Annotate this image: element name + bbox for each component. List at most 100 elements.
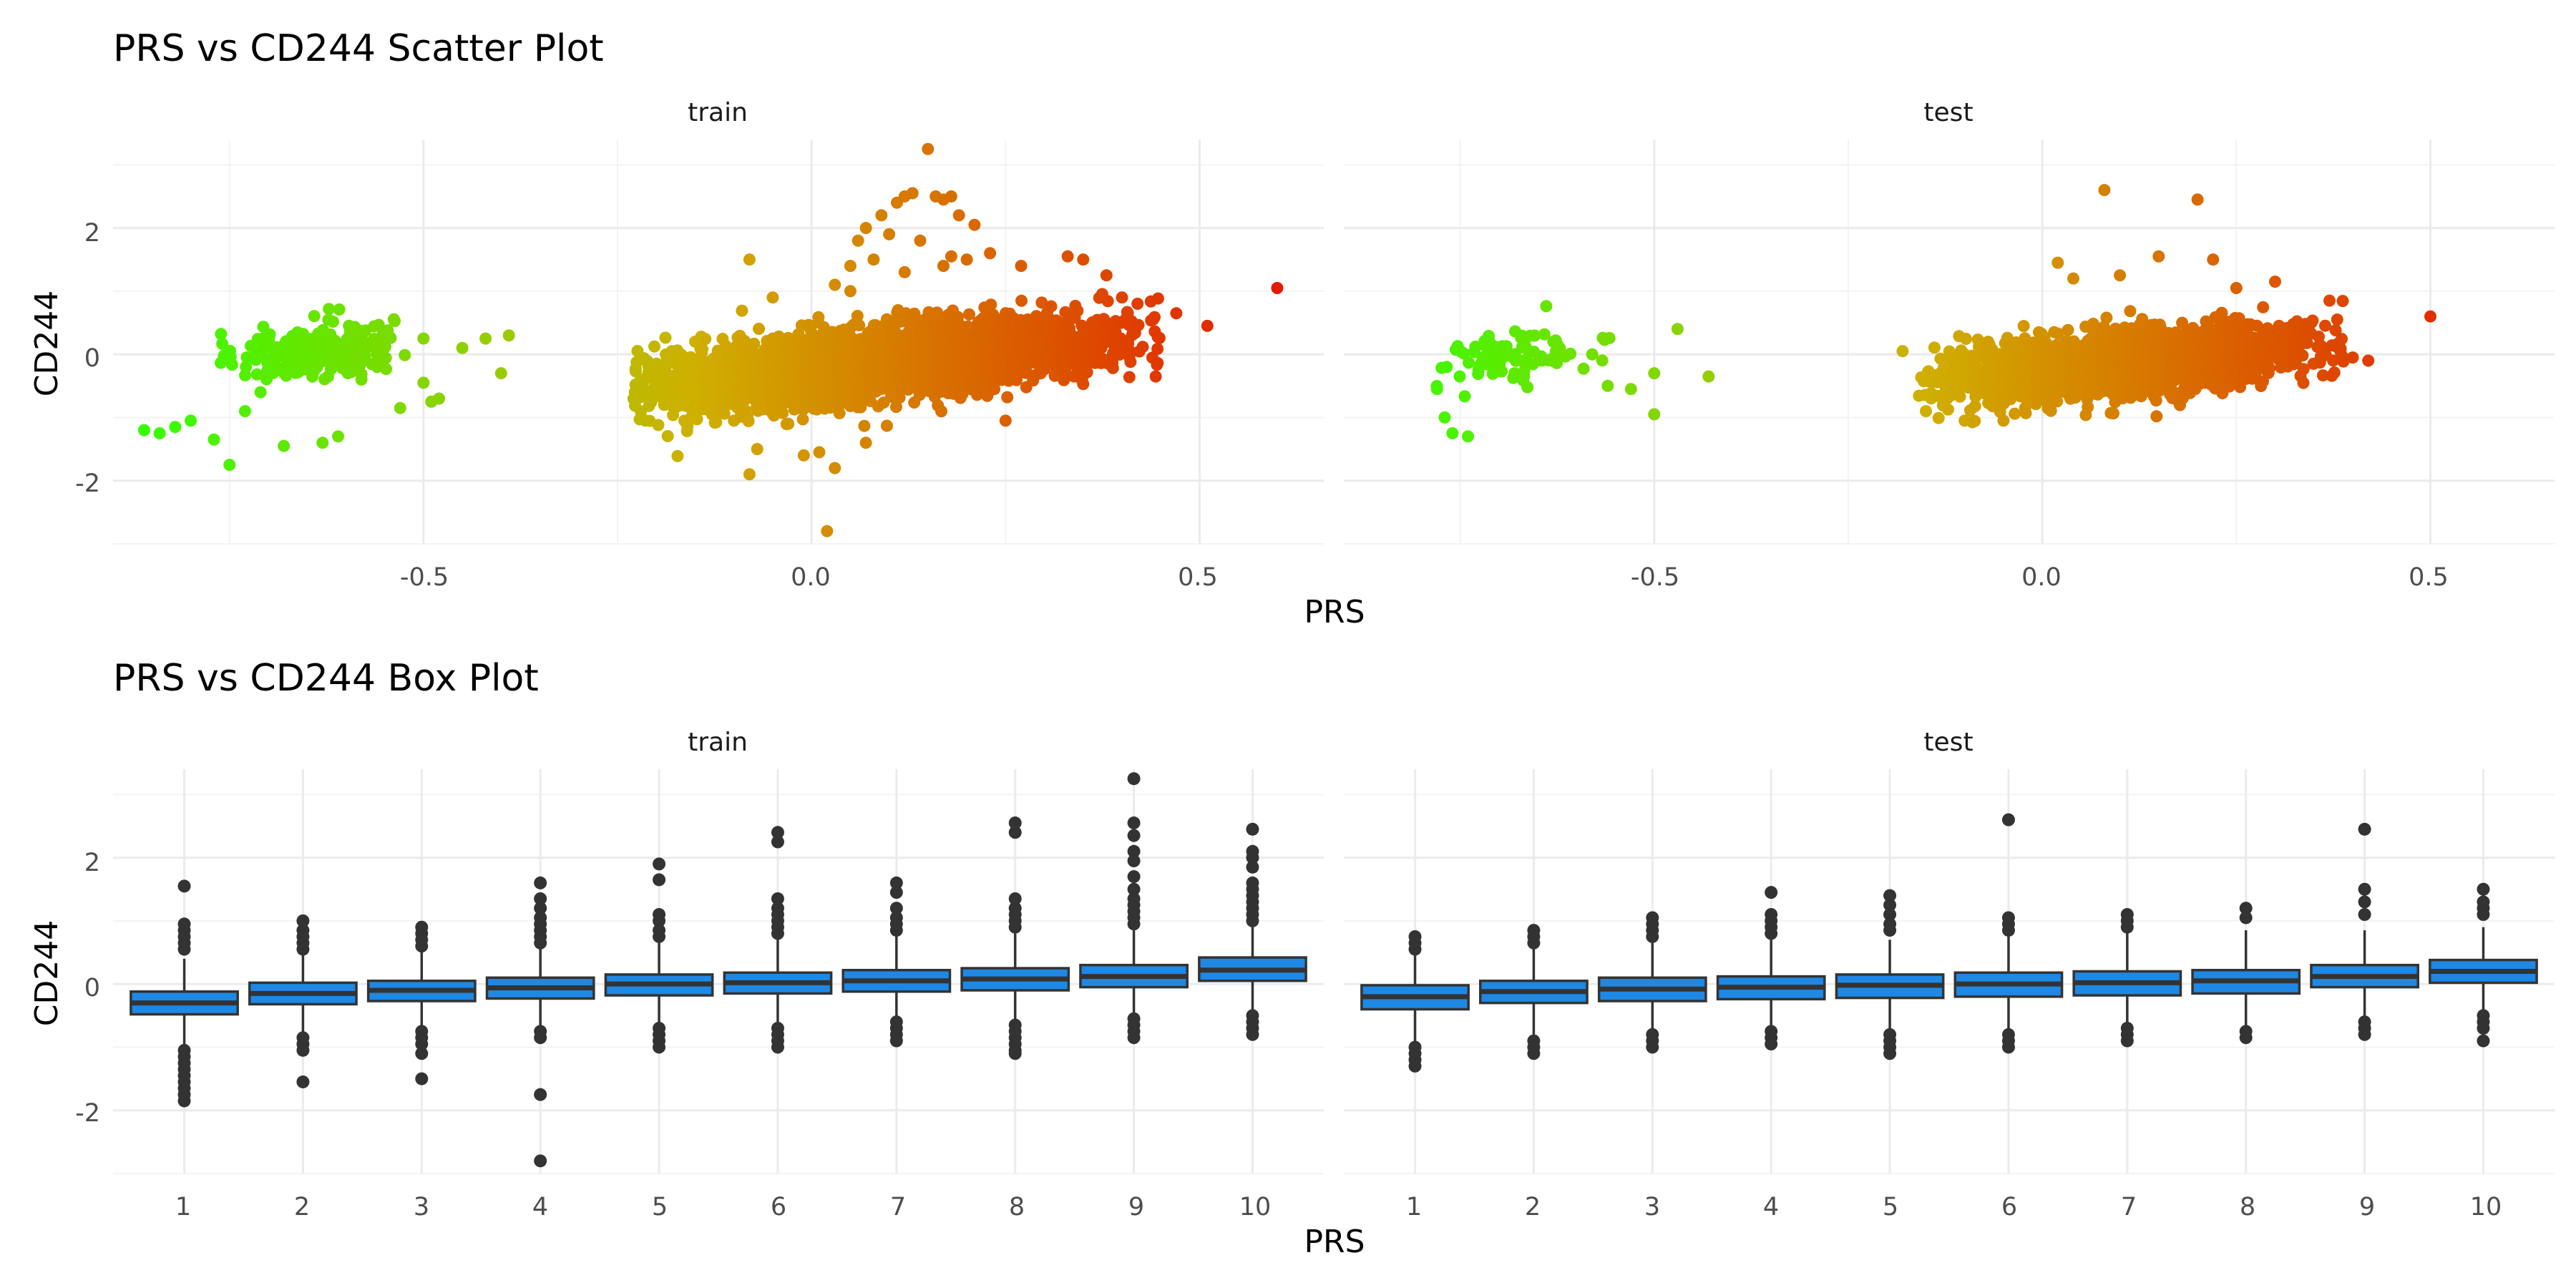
scatter-point [1577,362,1590,375]
scatter-point [216,338,229,350]
scatter-point [829,278,841,291]
scatter-point [748,337,761,350]
scatter-point [238,405,251,418]
scatter-point [914,234,927,247]
scatter-point [1061,250,1074,263]
scatter-point [889,401,902,414]
scatter-point [797,449,810,462]
scatter-point [1151,292,1164,305]
scatter-point [629,365,642,378]
scatter-point [2019,406,2032,419]
scatter-point [1671,323,1684,336]
scatter-point [1586,348,1599,361]
scatter-point [699,333,712,346]
scatter-point [782,417,795,430]
scatter-point [240,361,253,374]
scatter-point [960,253,973,266]
scatter-point [853,319,866,332]
scatter-point [153,427,166,439]
scatter-point [1100,269,1113,282]
scatter-title: PRS vs CD244 Scatter Plot [113,27,604,70]
scatter-point [1702,370,1715,383]
scatter-point [2191,193,2204,206]
scatter-point [417,376,430,389]
scatter-point [908,307,921,320]
scatter-point [671,449,684,462]
scatter-point [648,340,660,353]
scatter-point [1648,367,1661,380]
scatter-point [1953,390,1966,403]
scatter-point [859,222,872,235]
scatter-point [875,209,888,222]
scatter-point [968,218,981,231]
scatter-point [1463,356,1475,369]
scatter-point [479,332,492,345]
scatter-point [681,419,694,432]
scatter-point [1131,298,1144,310]
scatter-point [1132,318,1145,331]
scatter-point [1015,260,1028,273]
scatter-point [254,386,267,399]
scatter-point [742,415,755,427]
scatter-point [691,413,703,426]
scatter-point [379,351,392,364]
scatter-point [185,414,197,427]
scatter-point [718,407,731,420]
scatter-point [696,343,709,356]
scatter-point [399,348,411,361]
scatter-point [137,424,150,436]
scatter-point [1624,383,1637,396]
scatter-point [2067,272,2079,285]
scatter-point [1458,390,1471,403]
scatter-point [922,142,935,155]
scatter-point [394,401,406,414]
scatter-point [1648,408,1661,421]
scatter-point [215,328,228,341]
scatter-point [867,253,880,266]
scatter-point [280,369,293,382]
scatter-point [743,468,756,481]
scatter-point [1148,311,1161,323]
scatter-point [326,316,339,328]
scatter-point [773,330,785,343]
scatter-point [1928,341,1941,354]
scatter-point [2150,410,2163,423]
scatter-point [332,430,344,443]
scatter-point [1540,300,1553,313]
scatter-point [1496,365,1508,378]
scatter-point [389,315,401,328]
scatter-point [1453,370,1466,383]
scatter-point [2152,250,2165,263]
scatter-point [859,436,872,449]
scatter-point [2098,184,2111,197]
scatter-point [456,341,469,354]
scatter-point [1170,307,1183,320]
scatter-point [1920,405,1932,418]
scatter-point [1997,414,2010,427]
scatter-point [316,436,329,449]
scatter-point [984,247,997,260]
scatter-point [813,446,826,459]
scatter-point [1151,343,1164,355]
scatter-point [2017,320,2030,333]
scatter-point [380,363,392,376]
scatter-point [2062,323,2074,336]
scatter-point [1045,300,1058,313]
scatter-point [945,250,957,263]
scatter-point [502,329,515,342]
scatter-point [333,303,346,316]
scatter-point [1564,347,1577,360]
scatter-point [1271,282,1284,294]
scatter-point [833,407,846,419]
scatter-point [1462,430,1474,443]
scatter-point [1438,411,1451,424]
scatter-point [225,358,238,371]
scatter-point [710,416,723,429]
scatter-point [659,331,672,344]
scatter-point [494,367,507,380]
scatter-point [263,328,276,341]
scatter-point [1603,331,1616,344]
scatter-point [2107,407,2119,420]
